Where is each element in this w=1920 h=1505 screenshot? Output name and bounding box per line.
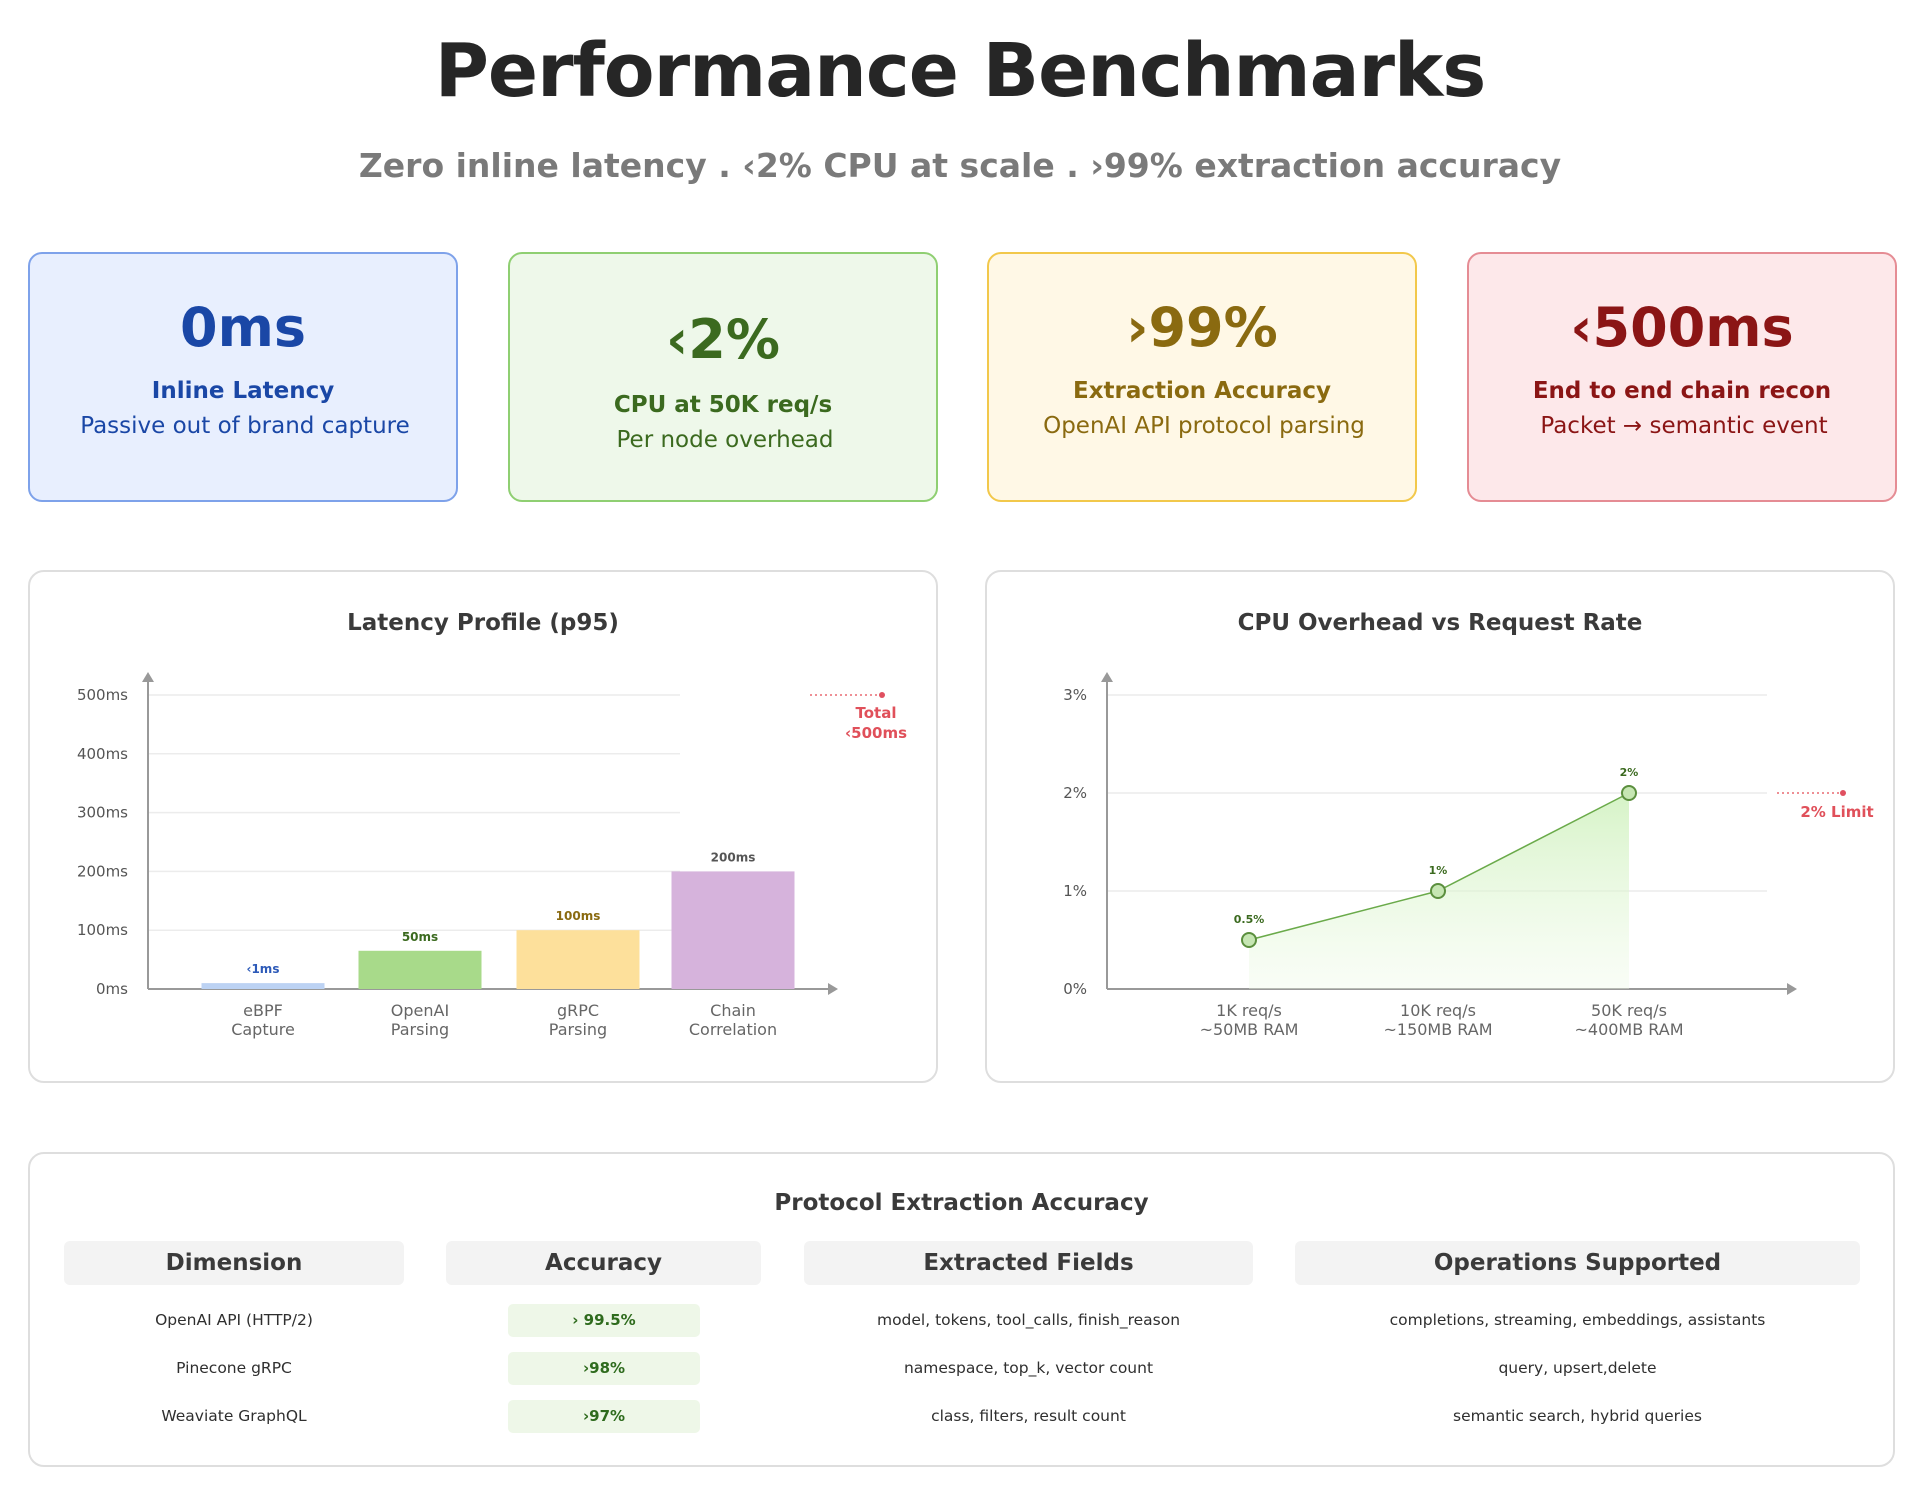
stat-value: 0ms <box>180 296 306 359</box>
x-tick-label: 10K req/s <box>1400 1001 1476 1020</box>
bar <box>516 930 640 989</box>
x-tick-label: Parsing <box>391 1020 449 1039</box>
y-axis-arrow <box>142 672 154 682</box>
y-tick-label: 300ms <box>77 804 128 822</box>
table-cell-ops: semantic search, hybrid queries <box>1453 1407 1702 1425</box>
x-tick-label: Parsing <box>549 1020 607 1039</box>
header-accuracy: Accuracy <box>446 1241 761 1285</box>
data-label: ‹1ms <box>247 962 280 976</box>
data-point <box>1241 932 1257 948</box>
bar <box>201 983 325 989</box>
table-cell-ops: query, upsert,delete <box>1498 1359 1657 1377</box>
x-tick-label: ~150MB RAM <box>1383 1020 1492 1039</box>
page-subtitle: Zero inline latency . ‹2% CPU at scale .… <box>358 146 1562 185</box>
x-tick-label: eBPF <box>243 1001 283 1020</box>
data-label: 0.5% <box>1234 913 1265 926</box>
header-operations: Operations Supported <box>1295 1241 1860 1285</box>
table-cell-fields: model, tokens, tool_calls, finish_reason <box>876 1311 1181 1329</box>
x-tick-label: Chain <box>710 1001 756 1020</box>
table-cell-dimension: Pinecone gRPC <box>176 1359 292 1377</box>
stat-label: CPU at 50K req/s <box>613 392 833 418</box>
stat-value: ‹2% <box>666 308 780 371</box>
y-axis-arrow <box>1101 672 1113 682</box>
y-tick-label: 3% <box>1063 686 1087 704</box>
x-tick-label: gRPC <box>557 1001 599 1020</box>
bar <box>358 950 482 989</box>
x-axis-arrow <box>1787 983 1797 995</box>
y-tick-label: 400ms <box>77 745 128 763</box>
accuracy-badge: › 99.5% <box>508 1304 700 1337</box>
page-title: Performance Benchmarks <box>434 28 1487 114</box>
x-tick-label: ~400MB RAM <box>1574 1020 1683 1039</box>
stat-desc: OpenAI API protocol parsing <box>1043 413 1365 439</box>
x-axis-arrow <box>828 983 838 995</box>
bar <box>671 871 795 989</box>
latency-chart-panel: Latency Profile (p95) Total ‹500ms 0ms 10… <box>28 570 938 1083</box>
y-tick-label: 2% <box>1063 784 1087 802</box>
stat-value: ‹500ms <box>1570 296 1794 359</box>
stat-card-cpu: ‹2% CPU at 50K req/s Per node overhead <box>508 252 938 502</box>
stat-label: Inline Latency <box>151 378 335 404</box>
x-tick-label: OpenAI <box>391 1001 449 1020</box>
x-tick-label: Correlation <box>689 1020 777 1039</box>
x-tick-label: Capture <box>231 1020 295 1039</box>
data-label: 100ms <box>556 909 601 923</box>
reference-marker <box>879 692 885 698</box>
header-dimension: Dimension <box>64 1241 404 1285</box>
y-tick-label: 100ms <box>77 921 128 939</box>
data-point <box>1621 785 1637 801</box>
latency-chart-title: Latency Profile (p95) <box>347 610 619 636</box>
stat-label: End to end chain recon <box>1532 378 1832 404</box>
reference-label-line1: Total <box>856 704 897 722</box>
stat-desc: Packet → semantic event <box>1540 413 1828 439</box>
table-cell-fields: class, filters, result count <box>931 1407 1126 1425</box>
data-point <box>1430 883 1446 899</box>
stat-value: ›99% <box>1126 296 1278 359</box>
table-cell-fields: namespace, top_k, vector count <box>903 1359 1154 1377</box>
reference-marker <box>1840 790 1846 796</box>
table-cell-dimension: Weaviate GraphQL <box>161 1407 307 1425</box>
latency-chart: Total ‹500ms 0ms 100ms 200ms 300ms 400ms 500m… <box>77 672 907 1039</box>
accuracy-badge: ›97% <box>508 1400 700 1433</box>
y-tick-label: 0% <box>1063 980 1087 998</box>
accuracy-table-panel: Protocol Extraction Accuracy Dimension A… <box>28 1152 1895 1467</box>
y-tick-label: 0ms <box>96 980 128 998</box>
y-tick-label: 200ms <box>77 862 128 880</box>
data-label: 50ms <box>402 930 438 944</box>
stat-card-accuracy: ›99% Extraction Accuracy OpenAI API prot… <box>987 252 1417 502</box>
x-tick-label: 1K req/s <box>1216 1001 1282 1020</box>
x-tick-label: 50K req/s <box>1591 1001 1667 1020</box>
stat-desc: Per node overhead <box>616 427 834 453</box>
stat-desc: Passive out of brand capture <box>80 413 410 439</box>
stat-label: Extraction Accuracy <box>1072 378 1332 404</box>
stat-card-chain: ‹500ms End to end chain recon Packet → s… <box>1467 252 1897 502</box>
cpu-chart: 2% Limit 0% 1% 2% 3% 0.5% 1K req/s~50MB RAM 1%… <box>1063 672 1874 1039</box>
table-cell-dimension: OpenAI API (HTTP/2) <box>155 1311 313 1329</box>
accuracy-table-title: Protocol Extraction Accuracy <box>774 1190 1149 1216</box>
y-tick-label: 1% <box>1063 882 1087 900</box>
cpu-chart-panel: CPU Overhead vs Request Rate 2% Limit 0%… <box>985 570 1895 1083</box>
reference-label: 2% Limit <box>1800 803 1873 821</box>
x-tick-label: ~50MB RAM <box>1200 1020 1299 1039</box>
reference-label-line2: ‹500ms <box>845 724 907 742</box>
data-label: 1% <box>1429 864 1448 877</box>
header-extracted-fields: Extracted Fields <box>804 1241 1253 1285</box>
accuracy-badge: ›98% <box>508 1352 700 1385</box>
data-label: 200ms <box>711 850 756 864</box>
data-label: 2% <box>1620 766 1639 779</box>
stat-card-latency: 0ms Inline Latency Passive out of brand … <box>28 252 458 502</box>
y-tick-label: 500ms <box>77 686 128 704</box>
table-cell-ops: completions, streaming, embeddings, assi… <box>1389 1311 1766 1329</box>
cpu-chart-title: CPU Overhead vs Request Rate <box>1237 610 1643 636</box>
